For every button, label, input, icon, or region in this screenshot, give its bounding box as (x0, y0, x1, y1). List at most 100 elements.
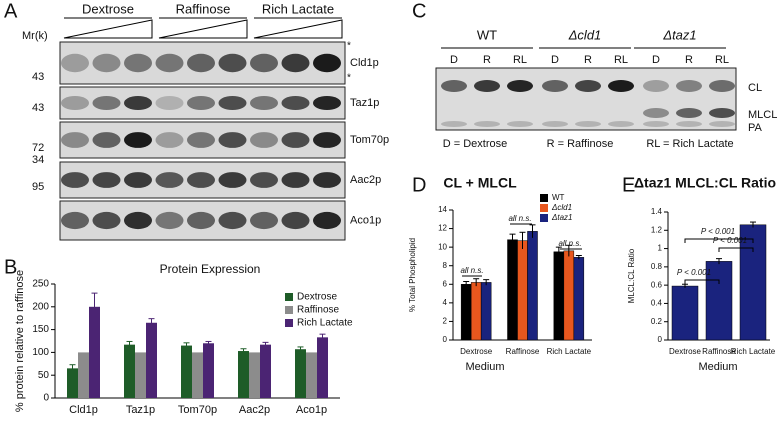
band (542, 121, 568, 127)
band (124, 211, 152, 230)
band (61, 211, 89, 230)
bar (507, 239, 518, 341)
strain-label: Δcld1 (568, 27, 602, 42)
band (507, 121, 533, 127)
y-tick-label: 0 (658, 335, 663, 344)
annotation: all n.s. (460, 266, 483, 275)
band (187, 95, 215, 111)
band (474, 80, 500, 92)
mr-label: Mr(k) (22, 30, 48, 42)
y-tick-label: 200 (32, 301, 49, 312)
wedge (63, 19, 153, 39)
band (281, 211, 310, 230)
band (250, 53, 278, 73)
annotation: all n.s. (558, 239, 581, 248)
band (250, 211, 278, 230)
band (542, 80, 568, 92)
bar (181, 345, 192, 398)
band (474, 121, 500, 127)
lane-label: R (584, 54, 592, 66)
band (676, 80, 702, 92)
y-tick-label: 1 (658, 244, 663, 253)
mw-marker: 95 (32, 181, 44, 193)
y-tick-label: 150 (32, 324, 49, 335)
band (313, 211, 341, 230)
bar (192, 352, 203, 398)
y-axis-label: MLCL:CL Ratio (627, 248, 636, 303)
band (61, 53, 89, 73)
band (187, 53, 215, 73)
legend-swatch (540, 214, 548, 222)
panel-label: E (622, 174, 635, 196)
bar (306, 352, 317, 398)
band (187, 172, 215, 188)
y-tick-label: 250 (32, 279, 49, 290)
panel-label: C (412, 0, 426, 22)
lane-label: R (685, 54, 693, 66)
band (92, 211, 121, 230)
bar (739, 224, 767, 341)
band (218, 53, 247, 73)
band (643, 108, 669, 118)
x-tick-label: Rich Lactate (547, 347, 592, 356)
bar (573, 257, 585, 341)
y-tick-label: 0.6 (651, 280, 663, 289)
bar (203, 343, 214, 398)
band-label: MLCL (748, 109, 777, 121)
lane-label: D (450, 54, 458, 66)
bar (317, 337, 328, 398)
y-tick-label: 0.8 (651, 262, 663, 271)
y-tick-label: 100 (32, 347, 49, 358)
condition-label: Rich Lactate (262, 1, 334, 16)
band (218, 132, 247, 148)
band (250, 132, 278, 148)
bar (470, 282, 482, 341)
band (92, 172, 121, 188)
band (218, 95, 247, 111)
lane-label: RL (513, 54, 527, 66)
condition-label: Dextrose (82, 1, 134, 16)
x-tick-label: Aac2p (239, 404, 270, 416)
legend-label: Δtaz1 (551, 213, 573, 222)
legend-swatch (285, 306, 293, 314)
band (155, 172, 184, 188)
x-tick-label: Dextrose (460, 347, 493, 356)
lane-label: D (551, 54, 559, 66)
sig-bracket (684, 238, 754, 243)
band (218, 172, 247, 188)
band (441, 121, 467, 127)
band (61, 95, 89, 111)
chart-title: Δtaz1 MLCL:CL Ratio (634, 175, 776, 191)
y-tick-label: 14 (438, 205, 447, 214)
y-tick-label: 6 (443, 279, 448, 288)
band (250, 172, 278, 188)
x-tick-label: Aco1p (296, 404, 327, 416)
mw-marker: 43 (32, 102, 44, 114)
band (575, 121, 601, 127)
band (92, 132, 121, 148)
band (124, 53, 152, 73)
band (608, 121, 634, 127)
band (575, 80, 601, 92)
band (250, 95, 278, 111)
bar (295, 349, 306, 398)
y-axis-label: % protein relative to raffinose (14, 270, 26, 412)
legend-label: Raffinose (297, 305, 340, 316)
legend-label: Dextrose (297, 292, 337, 303)
band (313, 172, 341, 188)
band (155, 95, 184, 111)
y-tick-label: 1.2 (651, 225, 663, 234)
lane-label: RL (614, 54, 628, 66)
band (281, 132, 310, 148)
band (187, 211, 215, 230)
legend-swatch (540, 204, 548, 212)
bar (527, 231, 538, 341)
legend-swatch (285, 293, 293, 301)
key-label: RL = Rich Lactate (646, 138, 733, 150)
bar (146, 322, 157, 398)
legend-label: WT (552, 193, 565, 202)
lane-label: R (483, 54, 491, 66)
annotation: P < 0.001 (677, 268, 711, 277)
band (676, 108, 702, 118)
